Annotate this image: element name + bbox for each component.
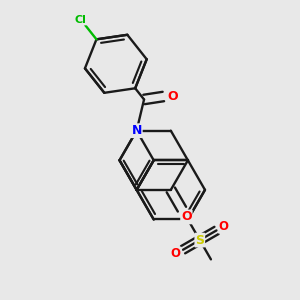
Text: O: O (168, 90, 178, 103)
Text: S: S (195, 234, 204, 247)
Text: O: O (219, 220, 229, 233)
Text: O: O (181, 210, 192, 224)
Text: Cl: Cl (75, 14, 87, 25)
Text: N: N (131, 124, 142, 137)
Text: O: O (171, 248, 181, 260)
